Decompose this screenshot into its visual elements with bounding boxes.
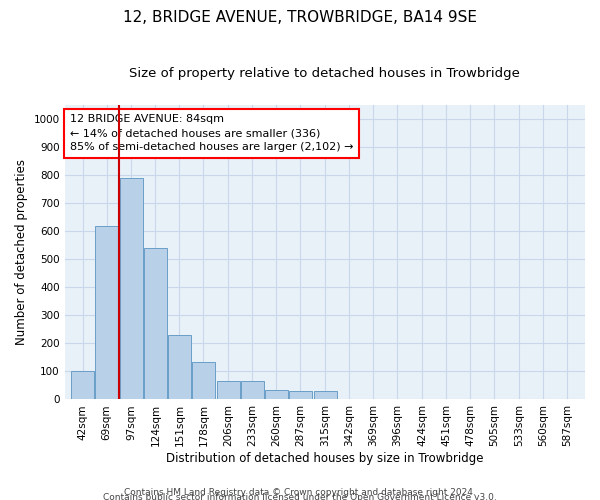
X-axis label: Distribution of detached houses by size in Trowbridge: Distribution of detached houses by size … [166,452,484,465]
Text: Contains public sector information licensed under the Open Government Licence v3: Contains public sector information licen… [103,492,497,500]
Bar [289,391,312,400]
Text: 12, BRIDGE AVENUE, TROWBRIDGE, BA14 9SE: 12, BRIDGE AVENUE, TROWBRIDGE, BA14 9SE [123,10,477,25]
Bar [192,362,215,400]
Bar [241,381,264,400]
Bar [314,391,337,400]
Title: Size of property relative to detached houses in Trowbridge: Size of property relative to detached ho… [130,68,520,80]
Bar [120,178,143,400]
Bar [265,390,288,400]
Text: Contains HM Land Registry data © Crown copyright and database right 2024.: Contains HM Land Registry data © Crown c… [124,488,476,497]
Bar [217,381,240,400]
Text: 12 BRIDGE AVENUE: 84sqm
← 14% of detached houses are smaller (336)
85% of semi-d: 12 BRIDGE AVENUE: 84sqm ← 14% of detache… [70,114,353,152]
Bar [144,248,167,400]
Bar [71,372,94,400]
Bar [168,335,191,400]
Bar [95,226,118,400]
Y-axis label: Number of detached properties: Number of detached properties [15,160,28,346]
